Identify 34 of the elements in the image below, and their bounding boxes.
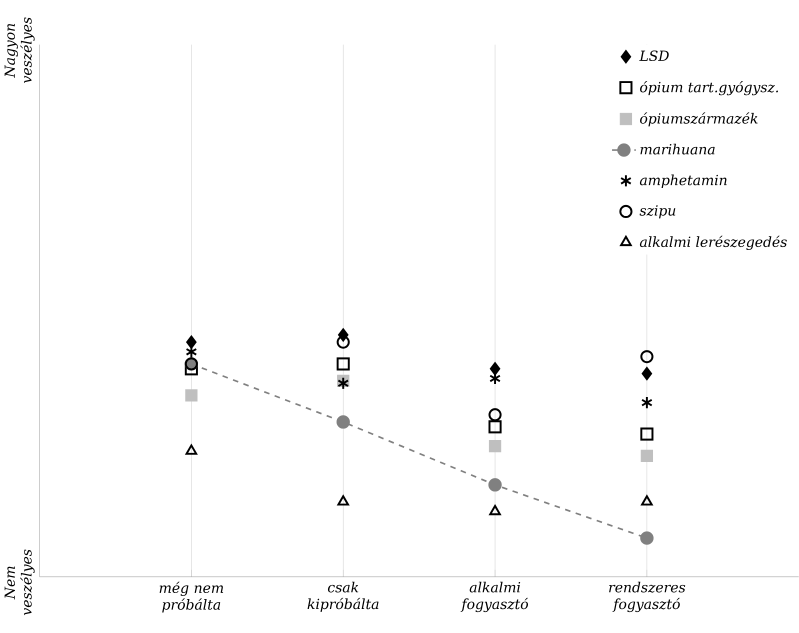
- text: Nagyon veszélyes: [4, 18, 35, 84]
- legend-label: amphetamin: [640, 174, 727, 188]
- x-tick-label: alkalmi fogyasztó: [460, 582, 528, 612]
- point: [186, 444, 198, 455]
- point: [488, 440, 502, 453]
- point: [640, 350, 654, 364]
- point: [488, 478, 502, 492]
- point: [640, 450, 654, 462]
- point: [488, 408, 502, 422]
- x-tick-label: rendszeres fogyasztó: [609, 582, 686, 612]
- legend-label: ópium tart.gyógysz.: [640, 81, 778, 96]
- point: [489, 505, 501, 516]
- legend-label: LSD: [639, 50, 669, 62]
- x-tick-label: még nem próbálta: [160, 582, 224, 613]
- point: [640, 428, 654, 441]
- x-tick-label: csak kipróbálta: [308, 582, 379, 612]
- point: [337, 495, 350, 506]
- point: [336, 358, 350, 371]
- point: [186, 336, 197, 349]
- legend-label: alkalmi lerészegedés: [640, 236, 787, 250]
- point: [488, 420, 502, 434]
- point: [336, 416, 350, 429]
- point: [642, 367, 652, 380]
- point: [490, 362, 500, 376]
- point: [337, 376, 350, 390]
- text: Nem veszélyes: [4, 550, 35, 616]
- point: [336, 336, 350, 349]
- point: [185, 389, 198, 402]
- legend-label: ópiumszármazék: [640, 112, 758, 127]
- point: [640, 532, 654, 545]
- point: [641, 495, 653, 506]
- point: [641, 396, 653, 410]
- legend-label: szipu: [640, 205, 676, 219]
- legend-label: marihuana: [640, 144, 715, 155]
